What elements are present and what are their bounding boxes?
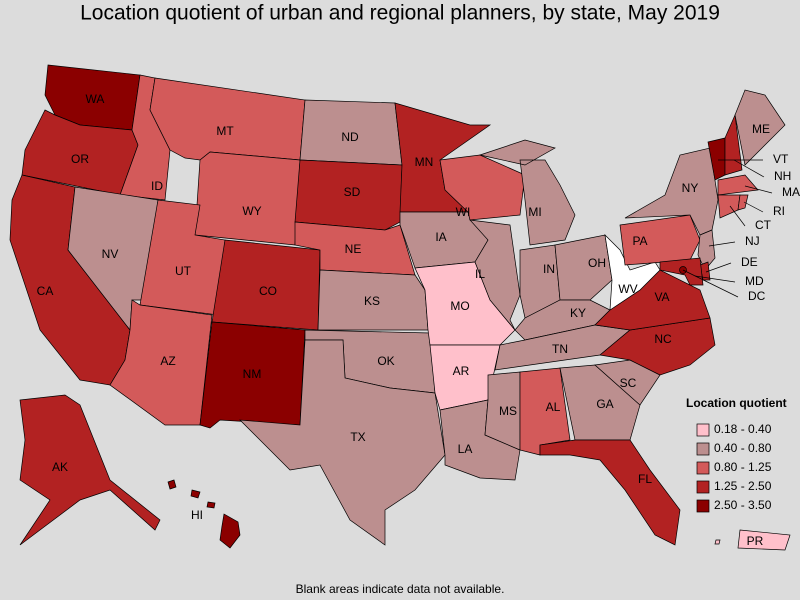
state-label: NC [654, 332, 672, 346]
callout-line [733, 159, 765, 178]
state-shape [714, 529, 791, 551]
state-shape [559, 364, 641, 441]
legend-swatch [696, 480, 710, 494]
state-label: HI [191, 508, 203, 522]
state-labels: WA OR CA ID NV MT WY UT CO AZ NM ND SD NE KS OK TX MN IA MO… [37, 92, 800, 548]
state-shape [439, 154, 526, 221]
state-label: CT [755, 218, 772, 232]
callout-line [705, 262, 732, 273]
state-label: LA [458, 442, 473, 456]
state-label: TN [552, 342, 568, 356]
state-label: OR [71, 152, 89, 166]
state-label: IL [475, 267, 485, 281]
state-label: OH [588, 256, 606, 270]
legend-label: 2.50 - 3.50 [714, 498, 772, 512]
state-label: NJ [745, 234, 760, 248]
state-label: MI [528, 205, 541, 219]
state-label: KY [570, 306, 586, 320]
legend-swatch [696, 499, 710, 513]
callout-line [744, 185, 773, 194]
state-label: IA [435, 230, 446, 244]
state-label: PA [632, 234, 647, 248]
state-label: WA [86, 92, 105, 106]
state-label: CO [259, 284, 277, 298]
legend-swatch [696, 423, 710, 437]
state-shape [239, 339, 446, 546]
state-shape [484, 371, 521, 451]
state-shape [19, 394, 161, 546]
state-shape [149, 77, 306, 161]
state-shape [734, 89, 786, 166]
callout-line [694, 275, 736, 283]
state-label: MO [450, 299, 469, 313]
state-label: FL [638, 472, 652, 486]
state-label: AZ [160, 354, 175, 368]
footnote: Blank areas indicate data not available. [296, 582, 505, 596]
state-shape [294, 159, 403, 231]
state-label: WY [242, 204, 261, 218]
state-label: UT [175, 264, 192, 278]
state-label: OK [377, 354, 394, 368]
state-label: MN [415, 155, 434, 169]
state-label: SC [620, 376, 637, 390]
legend-label: 0.40 - 0.80 [714, 441, 772, 455]
state-label: IN [543, 262, 555, 276]
state-label: MS [499, 404, 517, 418]
state-shape [167, 479, 241, 549]
legend-label: 0.80 - 1.25 [714, 460, 772, 474]
state-label: SD [344, 185, 361, 199]
state-label: NM [243, 367, 262, 381]
state-label: WV [618, 282, 637, 296]
state-label: TX [350, 430, 365, 444]
callout-line [708, 241, 736, 247]
callout-line [682, 269, 739, 298]
state-label: GA [596, 397, 613, 411]
legend-label: 0.18 - 0.40 [714, 422, 772, 436]
state-label: NV [102, 247, 119, 261]
state-label: AK [52, 460, 68, 474]
callout-line [729, 205, 746, 227]
state-label: ID [151, 179, 163, 193]
state-shape [737, 194, 749, 211]
state-label: ME [752, 122, 770, 136]
state-shape [478, 139, 576, 246]
state-label: RI [773, 204, 785, 218]
state-label: NY [682, 181, 699, 195]
state-shape [109, 299, 213, 426]
map-title: Location quotient of urban and regional … [80, 2, 720, 25]
state-label: ND [341, 130, 359, 144]
state-label: AR [453, 364, 470, 378]
state-label: VT [773, 152, 789, 166]
state-shape [539, 439, 681, 546]
state-shape [717, 174, 759, 196]
state-shape [624, 147, 719, 236]
state-label: DC [748, 289, 766, 303]
state-shape [697, 229, 716, 271]
state-label: MT [216, 124, 234, 138]
state-shape [194, 151, 301, 246]
state-shape [619, 214, 701, 266]
state-label: MD [745, 274, 764, 288]
state-label: AL [546, 400, 561, 414]
legend-label: 1.25 - 2.50 [714, 479, 772, 493]
states [9, 64, 791, 551]
legend-swatch [696, 461, 710, 475]
legend-title: Location quotient [686, 396, 787, 410]
state-label: VA [654, 290, 669, 304]
callout-line [743, 201, 764, 213]
state-label: NH [774, 169, 791, 183]
state-label: CA [37, 284, 54, 298]
legend: 0.18 - 0.40 0.40 - 0.80 0.80 - 1.25 1.25 - … [696, 422, 772, 513]
state-label: MA [782, 185, 800, 199]
state-label: DE [741, 255, 758, 269]
legend-swatch [696, 442, 710, 456]
state-label: KS [364, 294, 380, 308]
state-label: WI [456, 205, 471, 219]
state-label: NE [345, 242, 362, 256]
state-label: PR [747, 534, 764, 548]
